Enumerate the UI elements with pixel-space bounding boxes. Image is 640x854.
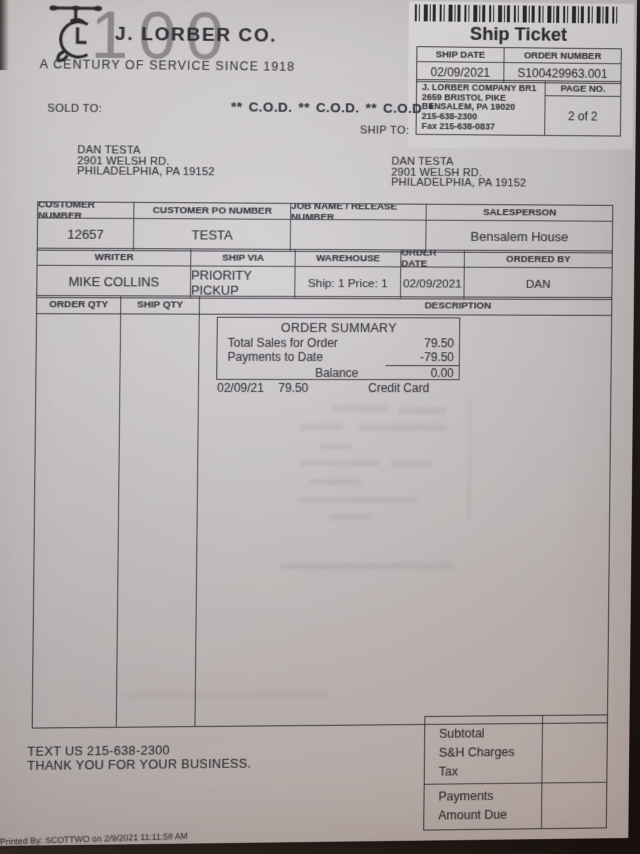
ship-via-value: PRIORITY PICKUP xyxy=(189,266,295,298)
page-no-header: PAGE NO. xyxy=(544,81,621,97)
order-summary-title: ORDER SUMMARY xyxy=(280,320,397,336)
branch-info-table: J. LORBER COMPANY BR1 2659 BRISTOL PIKE … xyxy=(415,79,622,137)
printed-by-line: Printed By: SCOTTWO on 2/9/2021 11:11:58… xyxy=(0,830,188,847)
customer-number-value: 12657 xyxy=(67,226,104,242)
customer-number-header: CUSTOMER NUMBER xyxy=(38,202,134,219)
company-tagline: A CENTURY OF SERVICE SINCE 1918 xyxy=(39,57,296,74)
writer-value: MIKE COLLINS xyxy=(68,273,160,290)
totals-box: Subtotal S&H Charges Tax Payments Amount… xyxy=(423,714,609,831)
ship-to-address: DAN TESTA 2901 WELSH RD. PHILADELPHIA, P… xyxy=(391,156,527,190)
order-summary-box: ORDER SUMMARY Total Sales for Order 79.5… xyxy=(216,316,461,381)
writer-header: WRITER xyxy=(37,248,191,267)
sold-to-label: SOLD TO: xyxy=(47,102,103,116)
total-sales-row: Total Sales for Order 79.50 xyxy=(228,336,455,350)
barcode-icon xyxy=(414,4,621,24)
cod-banner: ** C.O.D. ** C.O.D. ** C.O.D * xyxy=(231,99,435,117)
sh-charges-label: S&H Charges xyxy=(438,745,515,760)
sold-to-address: DAN TESTA 2901 WELSH RD. PHILADELPHIA, P… xyxy=(77,144,215,179)
total-sales-value: 79.50 xyxy=(424,336,455,351)
ticket-title: Ship Ticket xyxy=(469,22,568,45)
branch-line: Fax 215-638-0837 xyxy=(421,120,495,132)
tax-label: Tax xyxy=(438,764,459,779)
ship-to-label: SHIP TO: xyxy=(359,124,410,137)
payment-amount: 79.50 xyxy=(278,380,309,395)
writer-info-row: WRITER SHIP VIA WAREHOUSE ORDER DATE ORD… xyxy=(36,247,613,301)
ordered-by-header: ORDERED BY xyxy=(463,250,612,269)
photo-corner-shadow xyxy=(0,0,9,70)
total-sales-label: Total Sales for Order xyxy=(227,335,338,351)
payment-method: Credit Card xyxy=(368,381,430,396)
payment-date: 02/09/21 xyxy=(217,380,265,395)
valve-logo-icon xyxy=(46,1,105,69)
company-name: J. LORBER CO. xyxy=(114,23,278,47)
payments-to-date-value: -79.50 xyxy=(420,350,454,365)
customer-info-row: CUSTOMER NUMBER CUSTOMER PO NUMBER JOB N… xyxy=(36,201,614,254)
order-date-value: 02/09/2021 xyxy=(399,267,464,299)
sold-to-city: PHILADELPHIA, PA 19152 xyxy=(77,165,215,179)
thank-you-line: THANK YOU FOR YOUR BUSINESS. xyxy=(27,756,252,773)
subtotal-label: Subtotal xyxy=(439,726,485,741)
salesperson-header: SALESPERSON xyxy=(425,204,613,222)
salesperson-value: Bensalem House xyxy=(425,220,613,253)
ship-to-city: PHILADELPHIA, PA 19152 xyxy=(391,176,527,190)
payments-label: Payments xyxy=(438,788,494,804)
payments-to-date-row: Payments to Date -79.50 xyxy=(227,350,454,364)
balance-label: Balance xyxy=(314,366,359,381)
column-divider xyxy=(115,311,122,727)
payment-detail-line: 02/09/21 79.50 Credit Card xyxy=(216,381,475,395)
ordered-by-value: DAN xyxy=(463,267,612,300)
ship-date-header: SHIP DATE xyxy=(417,47,504,64)
customer-po-header: CUSTOMER PO NUMBER xyxy=(133,202,291,220)
page-no-value: 2 of 2 xyxy=(544,96,621,136)
warehouse-value: Ship: 1 Price: 1 xyxy=(294,266,401,299)
payments-to-date-label: Payments to Date xyxy=(227,349,324,365)
totals-value-divider xyxy=(540,715,544,829)
ship-via-header: SHIP VIA xyxy=(190,249,295,267)
order-date-header: ORDER DATE xyxy=(400,250,464,268)
warehouse-header: WAREHOUSE xyxy=(294,249,401,268)
balance-value: 0.00 xyxy=(430,366,454,381)
order-number-header: ORDER NUMBER xyxy=(503,48,621,65)
branch-address: J. LORBER COMPANY BR1 2659 BRISTOL PIKE … xyxy=(417,80,545,135)
column-divider xyxy=(194,311,201,727)
amount-due-label: Amount Due xyxy=(438,807,508,823)
job-name-header: JOB NAME / RELEASE NUMBER xyxy=(290,203,426,221)
job-name-value xyxy=(289,219,426,252)
balance-row: Balance 0.00 xyxy=(227,366,454,380)
customer-po-value: TESTA xyxy=(132,218,291,251)
totals-section-divider xyxy=(424,781,607,786)
footer-message: TEXT US 215-638-2300 THANK YOU FOR YOUR … xyxy=(27,743,251,773)
